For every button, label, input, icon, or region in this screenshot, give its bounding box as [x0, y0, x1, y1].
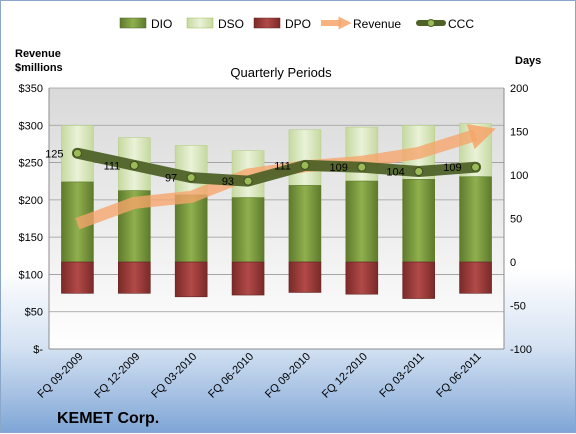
- left-tick-label: $200: [19, 195, 43, 207]
- right-tick-label: 100: [510, 170, 528, 182]
- bar-dpo: [118, 261, 151, 294]
- x-tick-label: FQ 06-2011: [434, 351, 483, 400]
- legend-swatch-dpo: [253, 17, 281, 29]
- bar-dio: [174, 194, 208, 263]
- x-axis-labels: FQ 09-2009 FQ 12-2009 FQ 03-2010 FQ 06-2010…: [36, 351, 484, 401]
- bars: [61, 123, 492, 299]
- ccc-line: [71, 147, 482, 187]
- ccc-point: [357, 162, 367, 172]
- bar-dpo: [231, 261, 265, 296]
- left-axis-title-line2: $millions: [15, 62, 63, 74]
- legend-label-dso: DSO: [218, 17, 244, 31]
- ccc-point: [129, 160, 139, 170]
- ccc-data-label: 109: [329, 162, 347, 174]
- bar-dpo: [61, 261, 94, 294]
- bar-dso: [288, 129, 322, 186]
- x-tick-label: FQ 12-2009: [92, 351, 142, 401]
- legend-label-ccc: CCC: [448, 17, 474, 31]
- ccc-point: [72, 148, 82, 158]
- right-axis-title: Days: [515, 55, 541, 67]
- ccc-point: [471, 162, 481, 172]
- x-tick-label: FQ 09-2010: [263, 351, 313, 401]
- ccc-point: [300, 160, 310, 170]
- x-tick-label: FQ 12-2010: [320, 351, 370, 401]
- bar-dpo: [345, 261, 379, 295]
- ccc-series: 125 111 97 93 111 109 104 109: [45, 147, 482, 188]
- ccc-point: [243, 176, 253, 186]
- right-tick-label: 150: [510, 127, 528, 139]
- x-tick-label: FQ 09-2009: [36, 351, 86, 401]
- x-tick-label: FQ 03-2010: [149, 351, 199, 401]
- legend-label-dpo: DPO: [285, 17, 311, 31]
- legend: DIO DSO DPO Revenue CCC: [119, 16, 474, 31]
- right-tick-label: -100: [510, 344, 532, 356]
- x-tick-label: FQ 03-2011: [377, 351, 426, 400]
- right-tick-label: 50: [510, 214, 522, 226]
- company-name: KEMET Corp.: [57, 410, 159, 427]
- legend-swatch-dio: [119, 17, 147, 29]
- right-tick-label: 0: [510, 257, 516, 269]
- ccc-data-label: 111: [274, 160, 291, 172]
- right-tick-label: -50: [510, 301, 526, 313]
- legend-label-dio: DIO: [151, 17, 172, 31]
- bar-dpo: [174, 261, 208, 298]
- ccc-point: [414, 167, 424, 177]
- bar-dio: [231, 197, 265, 263]
- legend-marker-ccc: [427, 19, 435, 27]
- x-tick-label: FQ 06-2010: [206, 351, 256, 401]
- left-tick-label: $100: [19, 269, 43, 281]
- left-tick-label: $250: [19, 158, 43, 170]
- bar-dio: [345, 180, 379, 263]
- left-tick-label: $350: [19, 83, 43, 95]
- bar-dio: [288, 185, 322, 263]
- ccc-data-label: 97: [165, 173, 177, 185]
- bar-dpo: [288, 261, 322, 293]
- left-tick-label: $50: [25, 307, 43, 319]
- left-tick-label: $300: [19, 120, 43, 132]
- bar-dio: [459, 176, 492, 263]
- plot-area: [49, 88, 504, 349]
- legend-label-revenue: Revenue: [353, 17, 401, 31]
- left-axis-title-line1: Revenue: [15, 48, 61, 60]
- ccc-data-label: 111: [104, 160, 121, 172]
- left-axis-ticks: $- $50 $100 $150 $200 $250 $300 $350: [19, 83, 44, 356]
- ccc-data-label: 125: [45, 148, 63, 160]
- bar-dpo: [459, 261, 492, 294]
- left-tick-label: $150: [19, 232, 43, 244]
- ccc-data-label: 109: [443, 162, 461, 174]
- ccc-data-label: 104: [386, 167, 404, 179]
- right-axis-ticks: -100 -50 0 50 100 150 200: [510, 83, 532, 356]
- legend-swatch-dso: [186, 17, 214, 29]
- chart-title: Quarterly Periods: [230, 65, 332, 80]
- ccc-point: [186, 173, 196, 183]
- bar-dpo: [402, 261, 435, 299]
- left-tick-label: $-: [33, 344, 43, 356]
- right-tick-label: 200: [510, 83, 528, 95]
- ccc-data-label: 93: [222, 176, 234, 188]
- bar-dio: [402, 179, 435, 263]
